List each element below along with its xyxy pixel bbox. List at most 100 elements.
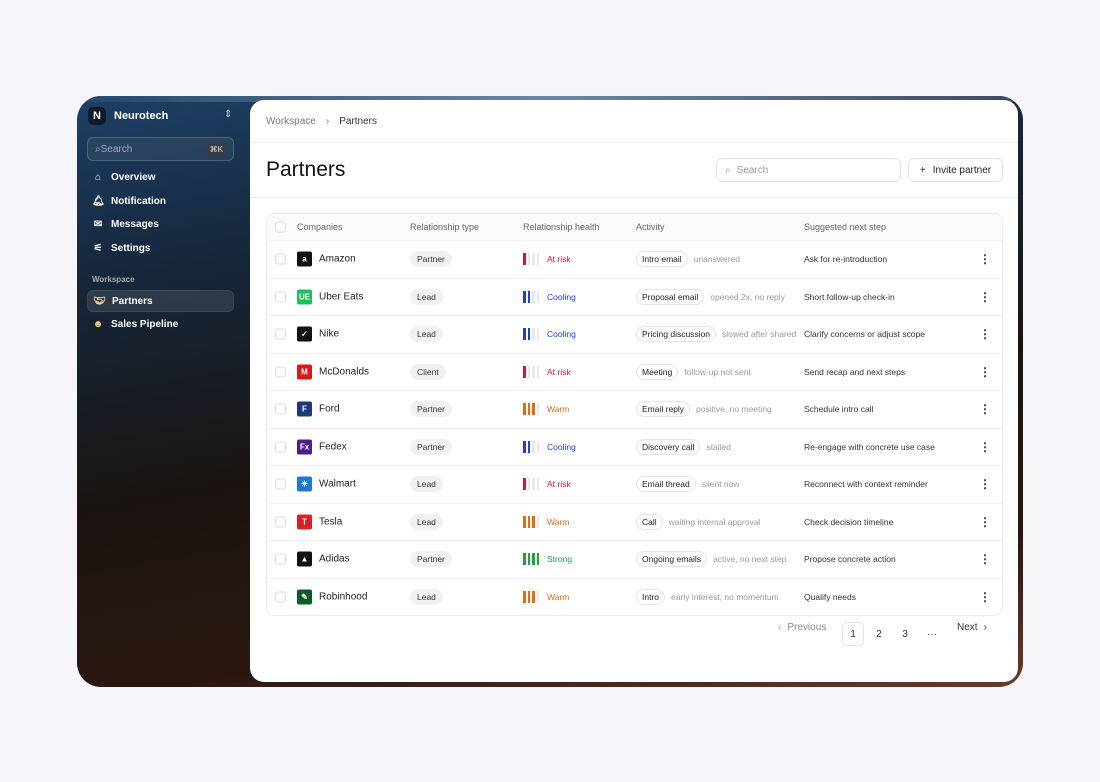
kebab-menu-icon[interactable]: ⋮ [979,477,991,492]
row-checkbox[interactable] [275,441,286,453]
header-next-step[interactable]: Suggested next step [804,222,887,232]
money-face-icon: ☻ [92,318,104,330]
health-cell: Warm [523,403,570,416]
health-bar [527,515,530,528]
bell-icon: 🔔︎ [92,195,105,207]
health-bar [536,403,539,416]
kebab-menu-icon[interactable]: ⋮ [979,327,991,342]
row-checkbox[interactable] [275,366,286,378]
relationship-type-badge: Lead [410,588,443,605]
nav-label: Messages [111,218,159,230]
row-checkbox[interactable] [275,553,286,565]
table-row[interactable]: a Amazon Partner At risk Intro email unans… [267,240,1002,278]
relationship-type-badge: Partner [410,551,452,568]
company-cell: F Ford [297,401,340,417]
header-type[interactable]: Relationship type [410,222,480,232]
chevron-updown-icon[interactable]: ⇕ [224,109,233,120]
kebab-menu-icon[interactable]: ⋮ [979,514,991,529]
sidebar-item-messages[interactable]: ✉ Messages [87,213,234,235]
row-checkbox[interactable] [275,328,286,340]
chevron-right-icon: › [325,116,330,127]
table-row[interactable]: T Tesla Lead Warm Call waiting internal ap… [267,502,1002,541]
chevron-right-icon: › [983,622,987,633]
org-switcher[interactable]: N Neurotech [88,107,168,125]
company-cell: UE Uber Eats [297,289,364,305]
table-row[interactable]: ✓ Nike Lead Cooling Pricing discussion slo… [267,315,1002,353]
activity-cell: Email reply positive, no meeting [636,401,772,418]
handshake-icon: 🤝︎ [93,295,106,307]
kebab-menu-icon[interactable]: ⋮ [979,402,991,417]
activity-note: stalled [706,441,732,452]
nav-label: Sales Pipeline [111,318,179,330]
health-bar [532,590,535,603]
activity-badge: Meeting [636,363,679,380]
health-label: Cooling [547,291,576,302]
sidebar-search[interactable]: ⌕ Search ⌘K [87,137,234,161]
kebab-menu-icon[interactable]: ⋮ [979,289,991,304]
health-meter [523,365,539,378]
sidebar-item-partners[interactable]: 🤝︎ Partners [87,290,234,312]
health-bar [527,553,530,566]
kebab-menu-icon[interactable]: ⋮ [979,439,991,454]
sidebar-item-settings[interactable]: ⚟ Settings [87,237,234,259]
activity-cell: Ongoing emails active, no next step [636,551,786,568]
next-step: Short follow-up check-in [804,291,895,302]
health-cell: Warm [523,590,569,603]
nav-label: Partners [112,295,153,307]
next-button[interactable]: Next › [957,622,987,633]
activity-cell: Intro email unanswered [636,251,740,268]
header-companies[interactable]: Companies [297,222,343,232]
kebab-menu-icon[interactable]: ⋮ [979,552,991,567]
search-input[interactable]: ⌕ Search [716,158,901,182]
previous-label: Previous [787,622,827,633]
company-cell: T Tesla [297,514,342,530]
table-row[interactable]: UE Uber Eats Lead Cooling Proposal email o… [267,277,1002,316]
kebab-menu-icon[interactable]: ⋮ [979,252,991,267]
row-checkbox[interactable] [275,403,286,415]
row-checkbox[interactable] [275,253,286,265]
search-placeholder: Search [736,164,769,176]
page-1-button[interactable]: 1 [842,622,864,646]
page-3-button[interactable]: 3 [902,628,908,640]
activity-cell: Meeting follow-up not sent [636,363,751,380]
header-activity[interactable]: Activity [636,222,665,232]
row-checkbox[interactable] [275,291,286,303]
home-icon: ⌂ [94,171,102,183]
table-row[interactable]: ✳ Walmart Lead At risk Email thread silent… [267,465,1002,503]
row-checkbox[interactable] [275,478,286,490]
activity-note: silent now [701,479,740,490]
breadcrumb-workspace[interactable]: Workspace [266,116,316,127]
previous-button[interactable]: ‹ Previous [778,622,826,633]
sidebar-item-sales-pipeline[interactable]: ☻ Sales Pipeline [87,313,234,335]
select-all-checkbox[interactable] [275,221,286,233]
breadcrumb-current: Partners [339,116,377,127]
health-cell: At risk [523,365,571,378]
page-2-button[interactable]: 2 [876,628,882,640]
table-row[interactable]: Fx Fedex Partner Cooling Discovery call st… [267,427,1002,466]
activity-badge: Intro email [636,251,688,268]
company-name: Adidas [319,553,350,565]
company-cell: a Amazon [297,251,356,267]
kebab-menu-icon[interactable]: ⋮ [979,364,991,379]
row-checkbox[interactable] [275,516,286,528]
kebab-menu-icon[interactable]: ⋮ [979,589,991,604]
activity-badge: Discovery call [636,438,701,455]
health-bar [523,440,526,453]
table-row[interactable]: ✎ Robinhood Lead Warm Intro early interest… [267,577,1002,616]
next-step: Send recap and next steps [804,366,906,377]
activity-cell: Call waiting internal approval [636,513,760,530]
sidebar-item-notification[interactable]: 🔔︎ Notification [87,190,234,212]
table-row[interactable]: F Ford Partner Warm Email reply positive, … [267,390,1002,428]
row-checkbox[interactable] [275,591,286,603]
company-name: Uber Eats [319,291,364,303]
health-label: Warm [547,404,570,415]
next-step: Check decision timeline [804,516,894,527]
health-bar [536,478,539,491]
table-row[interactable]: ▲ Adidas Partner Strong Ongoing emails act… [267,540,1002,578]
table-row[interactable]: M McDonalds Client At risk Meeting follow-… [267,352,1002,391]
sidebar-item-overview[interactable]: ⌂ Overview [87,166,234,188]
activity-note: slowed after shared [722,329,797,340]
invite-partner-button[interactable]: + Invite partner [908,158,1003,182]
header-health[interactable]: Relationship health [523,222,600,232]
next-step: Qualify needs [804,591,856,602]
